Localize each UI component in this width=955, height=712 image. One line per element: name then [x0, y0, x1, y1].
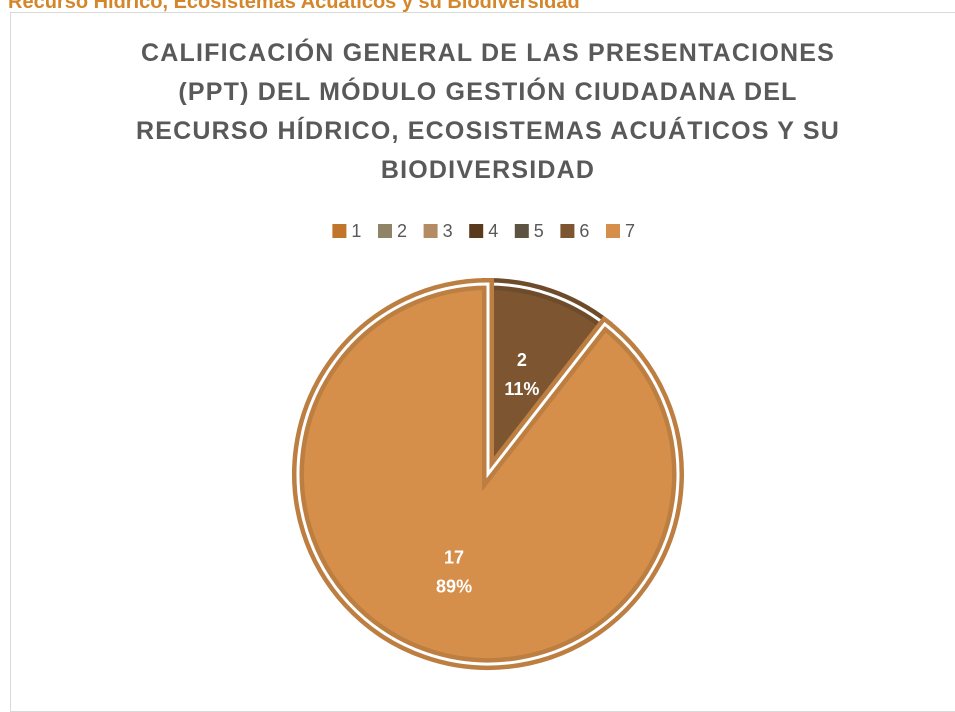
- legend-swatch: [423, 224, 438, 238]
- percent-label: 89%: [436, 577, 472, 597]
- chart-title: CALIFICACIÓN GENERAL DE LAS PRESENTACION…: [136, 39, 840, 184]
- legend-swatch: [332, 224, 347, 238]
- legend-label: 2: [397, 221, 407, 241]
- legend-label: 3: [443, 221, 453, 241]
- slice-separator: [296, 282, 680, 666]
- legend-swatch: [560, 224, 575, 238]
- data-label: 17: [444, 548, 464, 568]
- legend-swatch: [514, 224, 529, 238]
- legend-swatch: [469, 224, 484, 238]
- legend-label: 6: [579, 221, 589, 241]
- legend-label: 5: [534, 221, 544, 241]
- legend-swatch: [378, 224, 392, 238]
- legend-label: 4: [488, 221, 498, 241]
- percent-label: 11%: [504, 379, 539, 399]
- legend-label: 7: [625, 221, 635, 241]
- chart: 1 2 3 4 5 6 7 2 11% 17 89%: [292, 221, 684, 670]
- legend-swatch: [606, 224, 620, 238]
- data-label: 2: [517, 350, 527, 370]
- header-text: Recurso Hídrico, Ecosistemas Acuáticos y…: [8, 0, 580, 13]
- page: Recurso Hídrico, Ecosistemas Acuáticos y…: [8, 0, 955, 712]
- legend-label: 1: [351, 221, 361, 241]
